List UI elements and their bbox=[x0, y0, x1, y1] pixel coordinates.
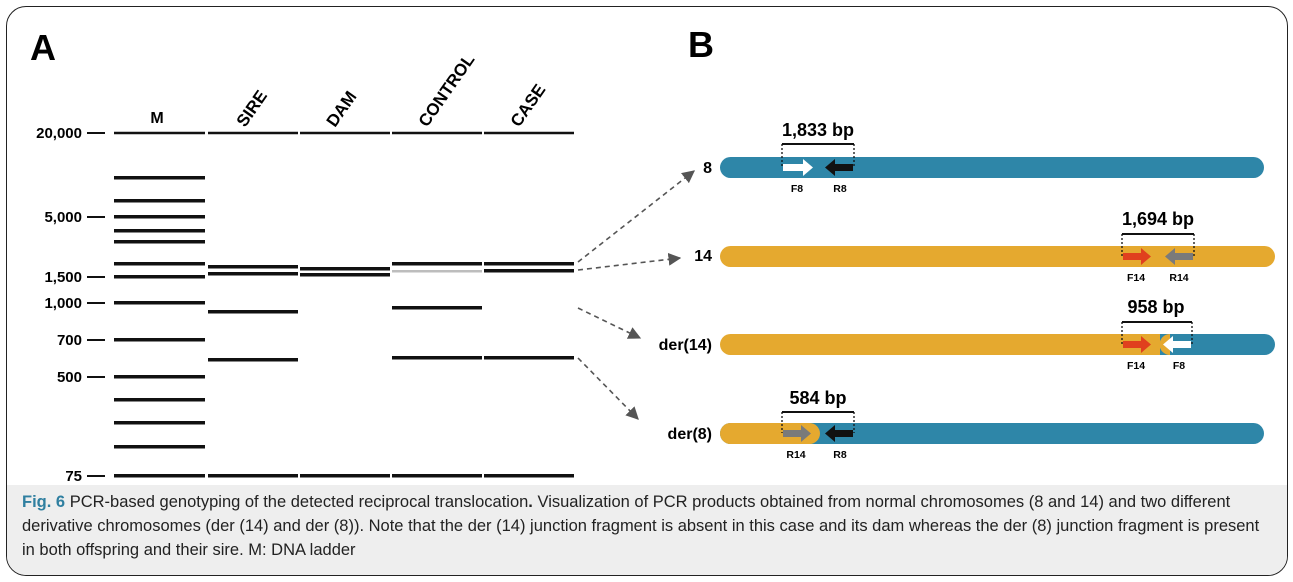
primer-label: R8 bbox=[833, 449, 847, 461]
primer-label: R14 bbox=[1169, 272, 1188, 284]
reverse-primer-arrow bbox=[783, 425, 811, 442]
primer-label: F14 bbox=[1127, 272, 1145, 284]
control-band bbox=[392, 306, 482, 310]
forward-primer-arrow bbox=[783, 159, 813, 176]
reverse-primer-arrow bbox=[1165, 248, 1193, 265]
size-marker-label: 700 bbox=[57, 332, 82, 349]
chromosome-bar-orange bbox=[720, 246, 1275, 267]
chromosome-bar-orange bbox=[740, 423, 810, 444]
lane-label-case: CASE bbox=[507, 81, 550, 131]
control-band bbox=[392, 262, 482, 266]
size-marker-label: 1,500 bbox=[44, 269, 82, 286]
ladder-band bbox=[114, 338, 205, 342]
primer-label: F8 bbox=[791, 183, 803, 195]
product-size-label: 958 bp bbox=[1127, 297, 1184, 317]
lane-label-m: M bbox=[150, 110, 163, 127]
reverse-primer-arrow bbox=[825, 425, 853, 442]
connector-arrow-chr8 bbox=[577, 170, 696, 263]
sire-band bbox=[208, 272, 298, 276]
ladder-band bbox=[114, 445, 205, 449]
caption-background bbox=[7, 485, 1287, 575]
control-lane-bands bbox=[392, 262, 482, 478]
der14-chromosome-diagram: der(14) 958 bp F14 F8 bbox=[659, 297, 1275, 372]
chromosome-label: 14 bbox=[694, 248, 712, 265]
panel-b-label: B bbox=[688, 24, 714, 65]
caption-body: Visualization of PCR products obtained f… bbox=[22, 493, 1260, 559]
size-marker-label: 20,000 bbox=[36, 125, 82, 142]
size-marker-label: 5,000 bbox=[44, 209, 82, 226]
chromosome-label: der(8) bbox=[668, 426, 712, 443]
sire-band bbox=[208, 310, 298, 314]
connector-arrow-der8 bbox=[577, 357, 639, 420]
ladder-band bbox=[114, 375, 205, 379]
lane-label-sire: SIRE bbox=[233, 87, 271, 130]
dam-band bbox=[300, 267, 390, 271]
size-marker-label: 500 bbox=[57, 369, 82, 386]
ladder-bands bbox=[114, 176, 205, 478]
control-faint-band bbox=[392, 270, 482, 273]
case-lane-bands bbox=[484, 262, 574, 478]
lane-label-dam: DAM bbox=[323, 88, 361, 131]
sire-band bbox=[208, 265, 298, 269]
chromosome-bar-blue bbox=[720, 423, 1264, 444]
ladder-band bbox=[114, 229, 205, 233]
caption-title: PCR-based genotyping of the detected rec… bbox=[69, 493, 529, 511]
ladder-band bbox=[114, 275, 205, 279]
dam-lane-bands bbox=[300, 267, 390, 478]
gel-panel: M SIRE DAM CONTROL CASE 20,000 5,000 1,5… bbox=[36, 51, 574, 485]
der8-chromosome-diagram: der(8) 584 bp R14 R8 bbox=[668, 388, 1264, 461]
chromosome-label: 8 bbox=[703, 160, 712, 177]
ladder-band bbox=[114, 398, 205, 402]
dam-band bbox=[300, 474, 390, 478]
size-marker-label: 75 bbox=[65, 468, 82, 485]
forward-primer-arrow bbox=[1123, 336, 1151, 353]
ladder-band bbox=[114, 215, 205, 219]
ladder-band bbox=[114, 240, 205, 244]
chromosome-label: der(14) bbox=[659, 337, 712, 354]
figure-number: Fig. 6 bbox=[22, 493, 66, 511]
sire-band bbox=[208, 358, 298, 362]
product-size-label: 1,833 bp bbox=[782, 120, 854, 140]
control-band bbox=[392, 474, 482, 478]
primer-label: R8 bbox=[833, 183, 847, 195]
figure-frame bbox=[6, 6, 1288, 576]
primer-label: F14 bbox=[1127, 360, 1145, 372]
connector-arrow-der14 bbox=[577, 307, 642, 339]
chromosome-bar-blue bbox=[720, 157, 1264, 178]
primer-label: R14 bbox=[786, 449, 805, 461]
product-size-label: 584 bp bbox=[789, 388, 846, 408]
primer-label: F8 bbox=[1173, 360, 1185, 372]
case-band bbox=[484, 269, 574, 273]
size-marker-label: 1,000 bbox=[44, 295, 82, 312]
chromosome-bar-orange bbox=[720, 334, 1170, 355]
sire-band bbox=[208, 474, 298, 478]
ladder-band bbox=[114, 262, 205, 266]
dam-band bbox=[300, 273, 390, 277]
chromosome-14-diagram: 14 1,694 bp F14 R14 bbox=[694, 209, 1275, 284]
forward-primer-arrow bbox=[1163, 336, 1191, 353]
ladder-band bbox=[114, 301, 205, 305]
chromosome-8-diagram: 8 1,833 bp F8 R8 bbox=[703, 120, 1264, 195]
forward-primer-arrow bbox=[1123, 248, 1151, 265]
ladder-band bbox=[114, 176, 205, 180]
connector-arrow-chr14 bbox=[577, 252, 682, 271]
ladder-band bbox=[114, 199, 205, 203]
figure-graphic: A B M SIRE DAM CONTROL CASE 20,000 5,000… bbox=[30, 24, 1275, 485]
ladder-band bbox=[114, 421, 205, 425]
control-band bbox=[392, 356, 482, 360]
case-band bbox=[484, 356, 574, 360]
case-band bbox=[484, 474, 574, 478]
ladder-band bbox=[114, 474, 205, 478]
case-band bbox=[484, 262, 574, 266]
reverse-primer-arrow bbox=[825, 159, 853, 176]
product-size-label: 1,694 bp bbox=[1122, 209, 1194, 229]
connector-arrows bbox=[577, 170, 696, 420]
caption-title-end: . bbox=[528, 493, 533, 511]
sire-lane-bands bbox=[208, 265, 298, 478]
lane-label-control: CONTROL bbox=[415, 51, 479, 131]
figure-caption: Fig. 6 PCR-based genotyping of the detec… bbox=[22, 490, 1272, 562]
panel-a-label: A bbox=[30, 27, 56, 68]
